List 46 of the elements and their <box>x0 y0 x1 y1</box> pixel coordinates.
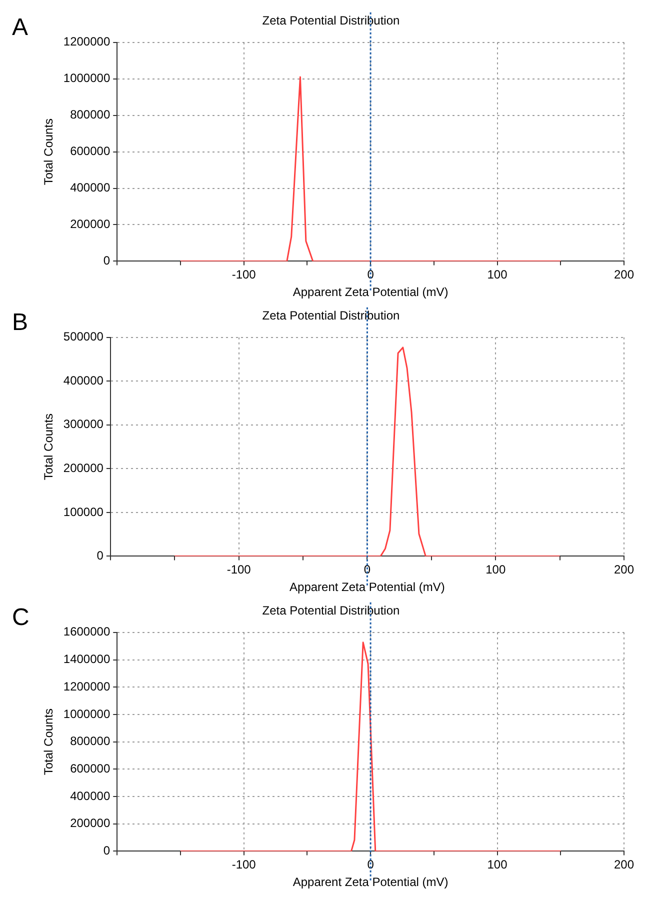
y-tick-label: 100000 <box>63 504 104 519</box>
y-tick-label: 1600000 <box>63 624 110 639</box>
y-tick-label: 200000 <box>70 816 110 830</box>
x-tick-label: 0 <box>367 268 374 282</box>
text: C <box>12 604 30 632</box>
x-tick-label: 100 <box>487 268 508 282</box>
x-axis-title: Apparent Zeta Potential (mV) <box>292 875 448 890</box>
x-tick-label: 200 <box>614 268 634 282</box>
chart-title: Zeta Potential Distribution <box>262 308 400 323</box>
y-tick-label: 1200000 <box>63 34 110 49</box>
x-tick-label: 200 <box>614 562 634 577</box>
chart-title: Zeta Potential Distribution <box>262 604 400 618</box>
y-tick-label: 0 <box>96 548 104 563</box>
y-axis-title: Total Counts <box>42 708 56 776</box>
y-tick-label: 600000 <box>70 144 110 158</box>
y-axis-title: Total Counts <box>42 413 56 480</box>
y-tick-label: 1000000 <box>63 71 110 86</box>
y-tick-label: 400000 <box>70 180 110 195</box>
x-tick-label: 100 <box>487 858 508 872</box>
x-tick-label: 0 <box>367 858 374 872</box>
x-tick-label: -100 <box>232 858 256 872</box>
x-tick-label: 100 <box>486 562 506 577</box>
x-tick-label: 0 <box>364 562 371 577</box>
x-axis-title: Apparent Zeta Potential (mV) <box>290 580 445 594</box>
y-tick-label: 300000 <box>63 417 104 432</box>
text: A <box>12 14 28 42</box>
y-tick-label: 800000 <box>70 108 110 122</box>
x-tick-label: -100 <box>232 268 256 282</box>
y-tick-label: 0 <box>103 844 110 858</box>
chart-title: Zeta Potential Distribution <box>262 14 400 28</box>
y-tick-label: 400000 <box>70 788 110 803</box>
x-tick-label: -100 <box>226 562 252 577</box>
y-tick-label: 1400000 <box>63 652 110 666</box>
y-tick-label: 1200000 <box>63 679 110 694</box>
y-tick-label: 400000 <box>63 373 104 388</box>
y-axis-title: Total Counts <box>42 118 56 186</box>
text: B <box>12 309 28 337</box>
x-tick-label: 200 <box>614 858 634 872</box>
y-tick-label: 500000 <box>63 330 104 344</box>
y-tick-label: 200000 <box>70 217 110 232</box>
y-tick-label: 200000 <box>63 460 104 475</box>
y-tick-label: 0 <box>103 254 110 268</box>
y-tick-label: 800000 <box>70 734 110 748</box>
x-axis-title: Apparent Zeta Potential (mV) <box>292 285 448 300</box>
y-tick-label: 600000 <box>70 761 110 776</box>
y-tick-label: 1000000 <box>63 706 110 721</box>
